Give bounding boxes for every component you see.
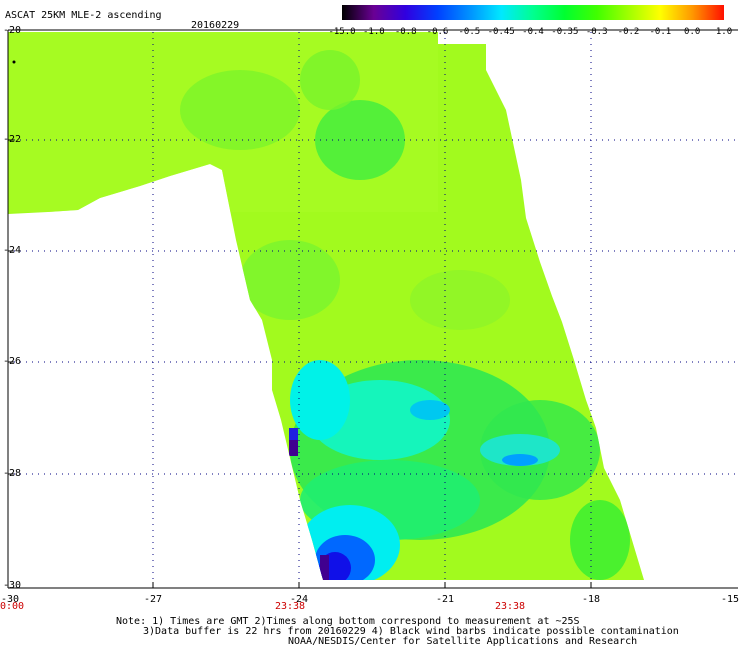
lat-label-22: -22 xyxy=(3,134,22,145)
time-label-2: 23:38 xyxy=(274,601,306,612)
lon-label-30: -30 xyxy=(0,594,20,605)
colorbar-label: -0.5 xyxy=(458,27,481,37)
colorbar-label: 1.0 xyxy=(715,27,733,37)
note-line-1: Note: 1) Times are GMT 2)Times along bot… xyxy=(116,616,580,627)
colorbar-labels: -15.0 -1.0 -0.8 -0.6 -0.5 -0.45 -0.4 -0.35 -0.3-… xyxy=(328,27,738,38)
lon-label-15: -15 xyxy=(720,594,740,605)
colorbar-label: -0.6 xyxy=(426,27,449,37)
colorbar-label: -0.2 xyxy=(617,27,640,37)
data-swath xyxy=(8,32,644,580)
colorbar-label: -0.3 xyxy=(585,27,608,37)
lat-label-28: -28 xyxy=(3,468,22,479)
colorbar-label: -0.1 xyxy=(649,27,672,37)
lat-label-30: -30 xyxy=(3,580,22,591)
note-line-2: 3)Data buffer is 22 hrs from 20160229 4)… xyxy=(143,626,679,637)
map-frame xyxy=(7,29,738,589)
colorbar xyxy=(342,5,724,20)
map-date: 20160229 xyxy=(191,20,240,31)
colorbar-label: -0.45 xyxy=(487,27,515,37)
lon-label-24: -24 xyxy=(289,594,309,605)
colorbar-label: -0.8 xyxy=(394,27,417,37)
land-marker xyxy=(12,60,16,64)
map-title: ASCAT 25KM MLE-2 ascending xyxy=(5,10,162,21)
colorbar-label: -15.0 xyxy=(328,27,356,37)
lat-lon-gridlines xyxy=(8,32,740,588)
lat-label-24: -24 xyxy=(3,245,22,256)
time-label-1: 0:00 xyxy=(0,601,25,612)
lon-label-21: -21 xyxy=(435,594,455,605)
lon-label-27: -27 xyxy=(143,594,163,605)
lat-label-26: -26 xyxy=(3,356,22,367)
lat-label-20: -20 xyxy=(3,25,22,36)
colorbar-label: 0.0 xyxy=(684,27,701,37)
time-label-3: 23:38 xyxy=(494,601,526,612)
footnotes: Note: 1) Times are GMT 2)Times along bot… xyxy=(80,617,679,647)
note-line-3: NOAA/NESDIS/Center for Satellite Applica… xyxy=(288,636,638,647)
lon-label-18: -18 xyxy=(581,594,601,605)
colorbar-label: -0.4 xyxy=(522,27,544,37)
colorbar-label: -1.0 xyxy=(362,27,385,37)
colorbar-label: -0.35 xyxy=(551,27,579,37)
